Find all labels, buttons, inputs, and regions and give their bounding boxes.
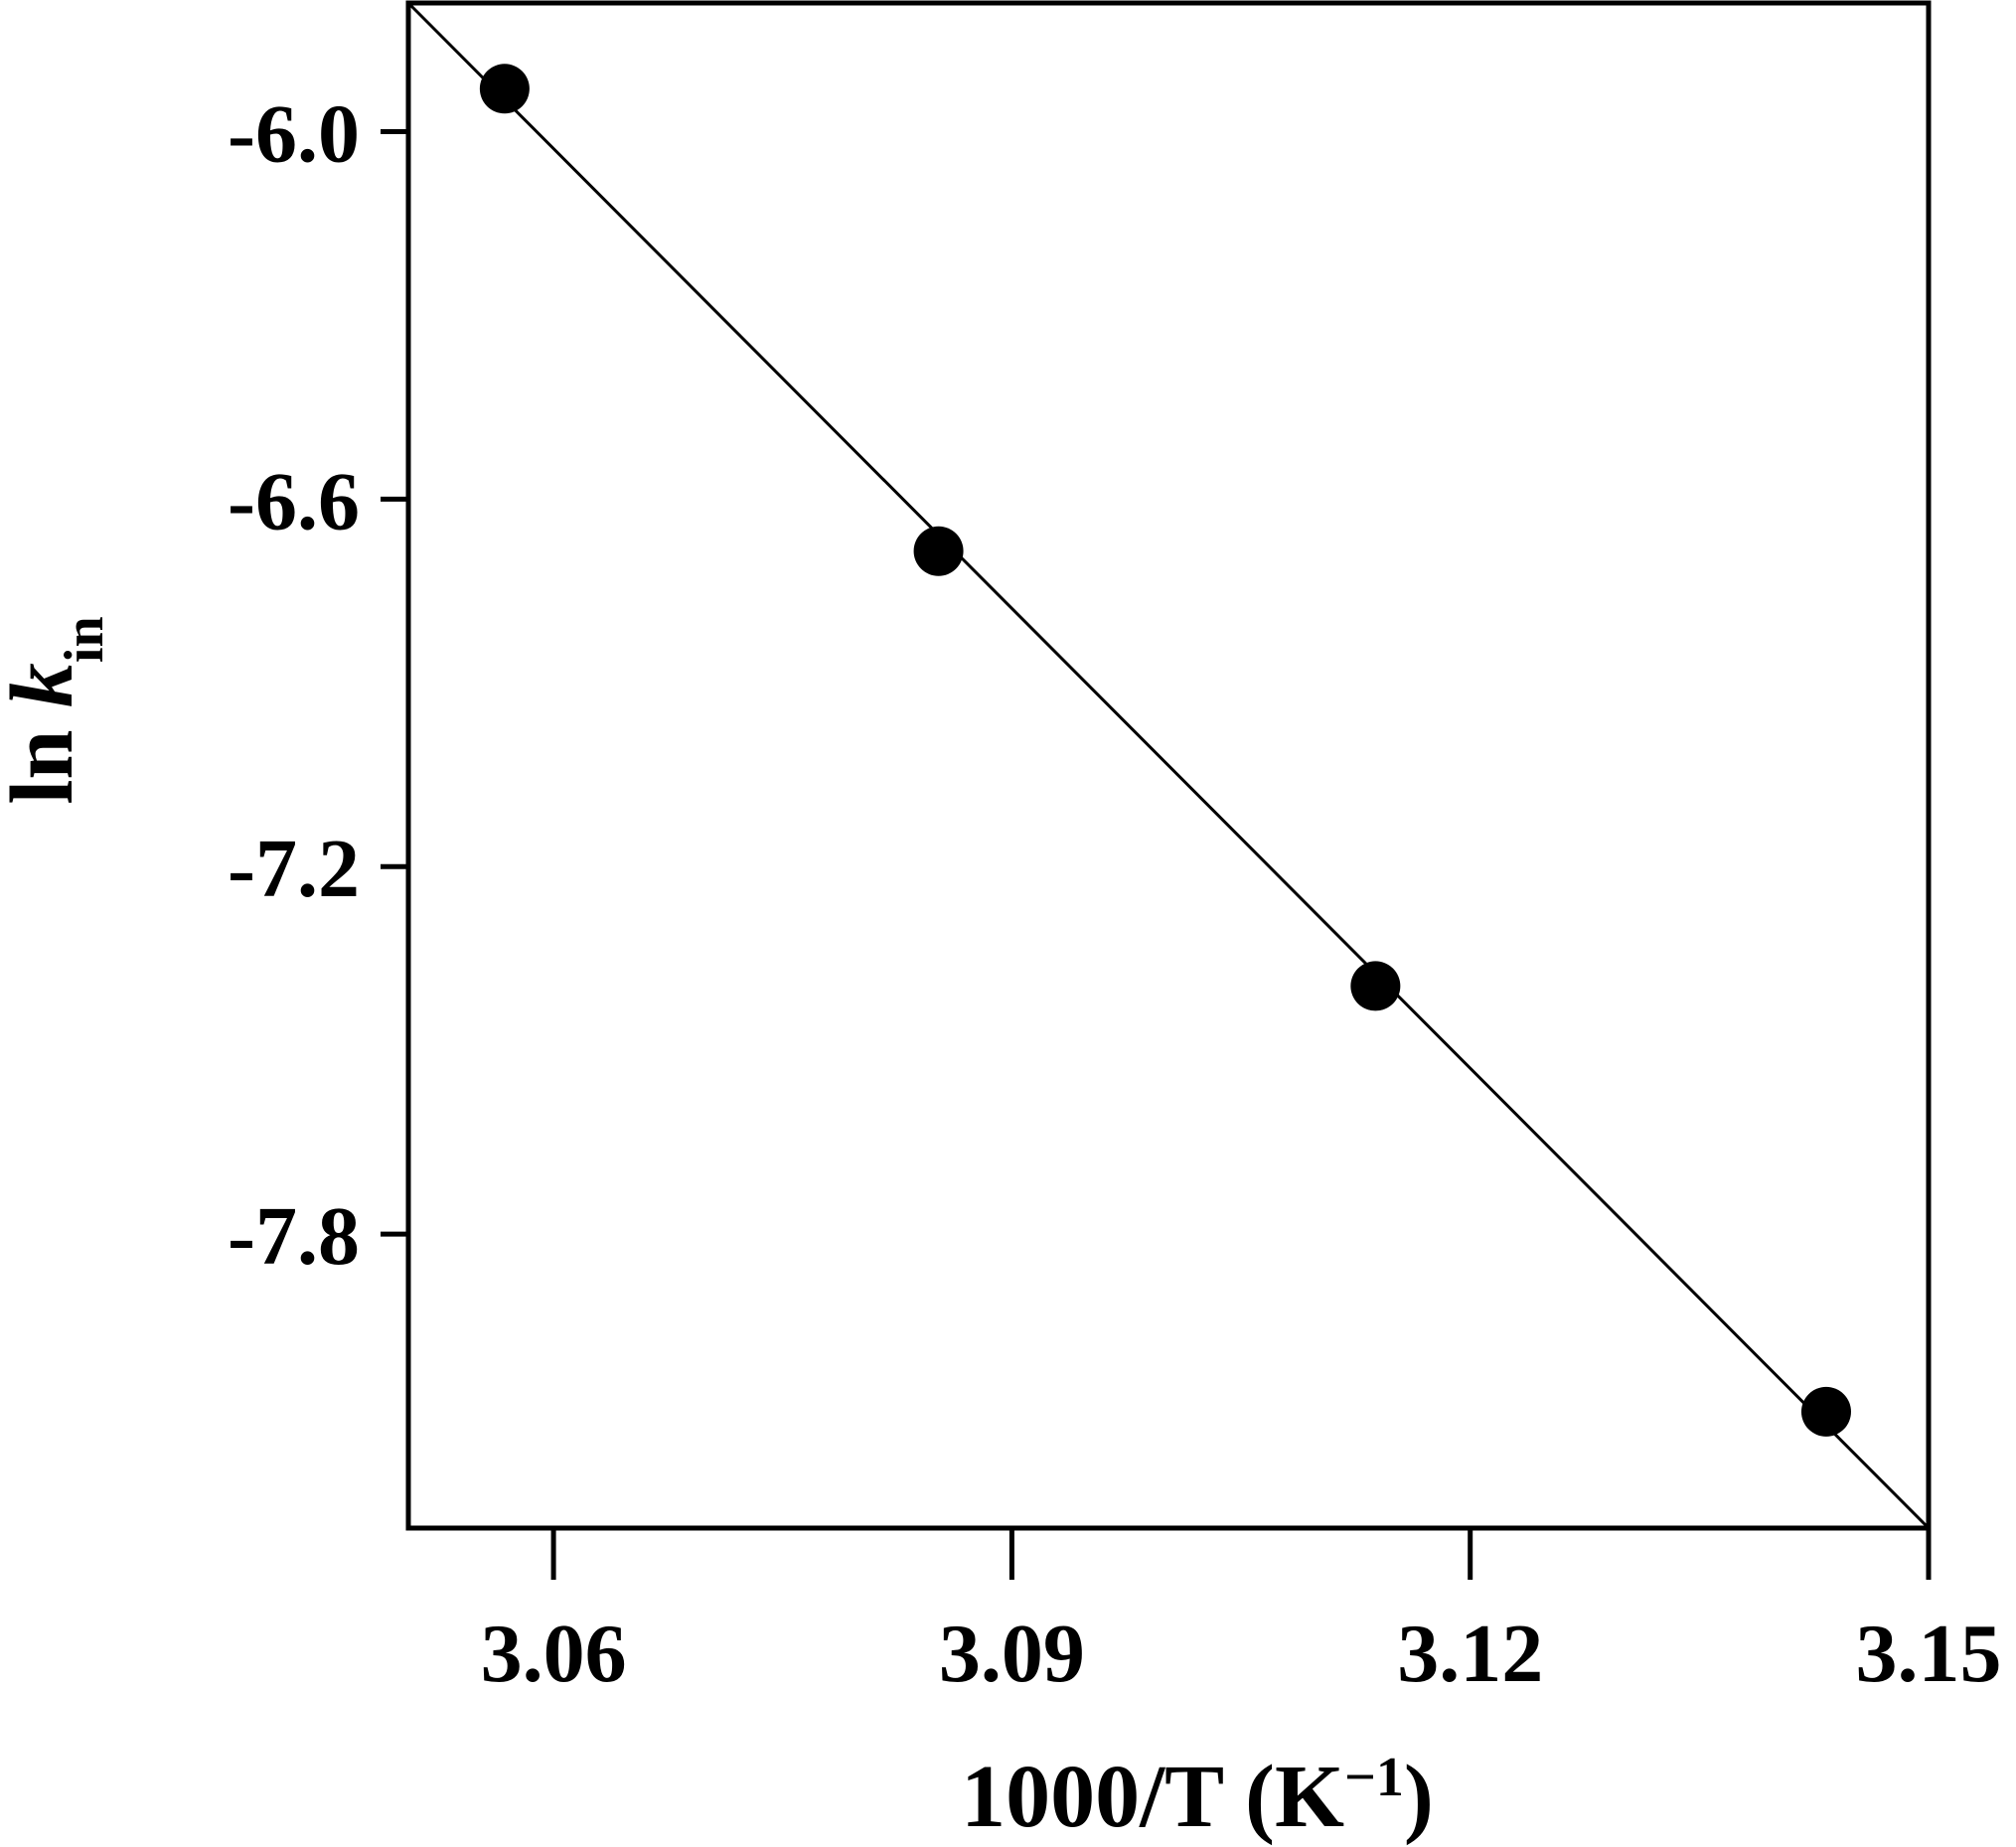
data-point (479, 64, 530, 114)
y-tick-label: -7.2 (228, 823, 360, 915)
plot-frame (405, 0, 1932, 1531)
x-axis-title-superscript: −1 (1344, 1747, 1404, 1808)
fit-line (406, 1, 1931, 1530)
y-axis-title: ln kin (0, 616, 115, 804)
y-tick-label: -7.8 (228, 1190, 360, 1283)
x-axis-title-suffix: ) (1404, 1748, 1434, 1846)
x-tick-label: 3.09 (939, 1608, 1085, 1700)
y-tick-label: -6.6 (228, 455, 360, 547)
y-axis-title-subscript: in (54, 616, 115, 663)
x-axis-title-main: 1000/T (K (961, 1748, 1344, 1846)
x-tick-label: 3.06 (481, 1608, 627, 1700)
y-axis-title-italic: k (0, 663, 91, 707)
x-tick-label: 3.12 (1397, 1608, 1543, 1700)
x-axis-title: 1000/T (K−1) (961, 1747, 1434, 1846)
data-point (1800, 1386, 1851, 1437)
x-tick-label: 3.15 (1856, 1608, 2002, 1700)
data-point (913, 526, 964, 576)
data-point (1350, 961, 1401, 1011)
y-tick-label: -6.0 (228, 87, 360, 180)
y-axis-title-main: ln (0, 707, 91, 805)
